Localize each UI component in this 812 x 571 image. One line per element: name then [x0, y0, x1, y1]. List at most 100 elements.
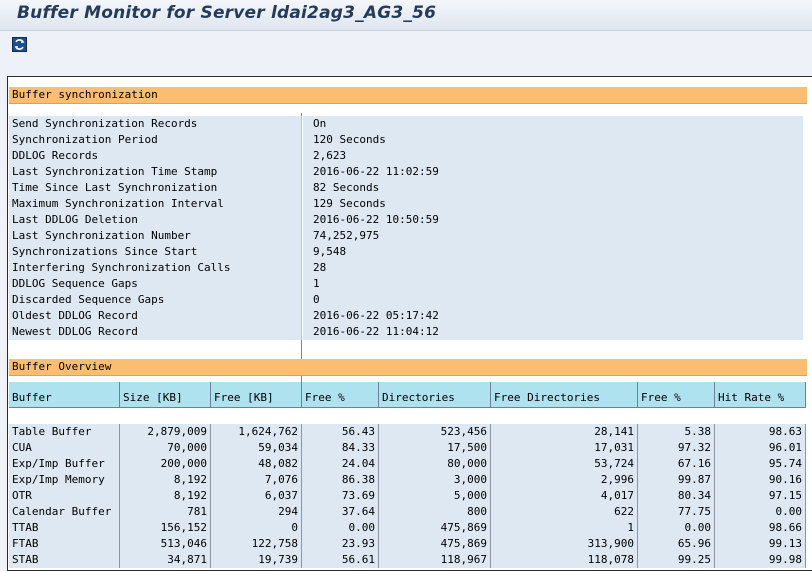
- table-cell: 77.75: [638, 504, 715, 520]
- column-header[interactable]: Free [KB]: [211, 382, 302, 408]
- table-cell: 0: [211, 520, 302, 536]
- table-row[interactable]: CUA 70,000 59,034 84.33 17,500 17,031 97.32 96.…: [9, 440, 806, 456]
- sync-key: Last Synchronization Number: [9, 228, 302, 244]
- table-cell: 53,724: [491, 456, 638, 472]
- sync-key: Synchronization Period: [9, 132, 302, 148]
- table-cell: 80.34: [638, 488, 715, 504]
- sync-row: Last Synchronization Time Stamp 2016-06-2…: [9, 164, 806, 180]
- table-cell: 0.00: [638, 520, 715, 536]
- sync-key: DDLOG Sequence Gaps: [9, 276, 302, 292]
- sync-key: Oldest DDLOG Record: [9, 308, 302, 324]
- table-cell: 97.32: [638, 440, 715, 456]
- table-cell: 97.15: [715, 488, 806, 504]
- table-row[interactable]: Exp/Imp Memory 8,192 7,076 86.38 3,000 2,996 9…: [9, 472, 806, 488]
- sync-value: 2016-06-22 05:17:42: [303, 308, 803, 324]
- table-cell: 118,078: [491, 552, 638, 568]
- table-cell: 59,034: [211, 440, 302, 456]
- table-cell: 118,967: [379, 552, 491, 568]
- sync-value: 28: [303, 260, 803, 276]
- buffer-name-cell: CUA: [9, 440, 120, 456]
- table-cell: 2,879,009: [120, 424, 211, 440]
- column-header[interactable]: Free %: [302, 382, 379, 408]
- table-cell: 17,031: [491, 440, 638, 456]
- sync-value: 120 Seconds: [303, 132, 803, 148]
- table-cell: 622: [491, 504, 638, 520]
- table-cell: 99.25: [638, 552, 715, 568]
- sync-value: 9,548: [303, 244, 803, 260]
- table-cell: 475,869: [379, 520, 491, 536]
- sync-key: Interfering Synchronization Calls: [9, 260, 302, 276]
- table-cell: 65.96: [638, 536, 715, 552]
- table-row[interactable]: FTAB 513,046 122,758 23.93 475,869 313,900 65.…: [9, 536, 806, 552]
- table-cell: 48,082: [211, 456, 302, 472]
- buffer-name-cell: STAB: [9, 552, 120, 568]
- overview-section-header: Buffer Overview: [9, 359, 807, 376]
- sync-row: Oldest DDLOG Record 2016-06-22 05:17:42: [9, 308, 806, 324]
- sync-row: Synchronizations Since Start 9,548: [9, 244, 806, 260]
- column-header[interactable]: Free %: [638, 382, 715, 408]
- sync-value: 1: [303, 276, 803, 292]
- table-cell: 80,000: [379, 456, 491, 472]
- refresh-button[interactable]: [12, 37, 27, 52]
- column-header[interactable]: Hit Rate %: [715, 382, 806, 408]
- table-row[interactable]: Calendar Buffer 781 294 37.64 800 622 77.75 0.0…: [9, 504, 806, 520]
- table-cell: 90.16: [715, 472, 806, 488]
- column-header[interactable]: Directories: [379, 382, 491, 408]
- table-cell: 56.61: [302, 552, 379, 568]
- table-cell: 28,141: [491, 424, 638, 440]
- title-bar: Buffer Monitor for Server ldai2ag3_AG3_5…: [0, 0, 812, 31]
- table-cell: 37.64: [302, 504, 379, 520]
- table-cell: 6,037: [211, 488, 302, 504]
- table-row[interactable]: Exp/Imp Buffer 200,000 48,082 24.04 80,000 53…: [9, 456, 806, 472]
- table-cell: 523,456: [379, 424, 491, 440]
- table-cell: 99.13: [715, 536, 806, 552]
- table-cell: 294: [211, 504, 302, 520]
- sync-key: DDLOG Records: [9, 148, 302, 164]
- table-cell: 17,500: [379, 440, 491, 456]
- sync-key: Last Synchronization Time Stamp: [9, 164, 302, 180]
- column-header[interactable]: Free Directories: [491, 382, 638, 408]
- table-header-row: Buffer Size [KB] Free [KB] Free % Directorie…: [9, 382, 806, 408]
- sync-row: Maximum Synchronization Interval 129 Seco…: [9, 196, 806, 212]
- table-cell: 0.00: [302, 520, 379, 536]
- column-header[interactable]: Buffer: [9, 382, 120, 408]
- buffer-monitor-panel: Buffer synchronization Send Synchronizat…: [7, 76, 812, 571]
- table-cell: 475,869: [379, 536, 491, 552]
- buffer-name-cell: Calendar Buffer: [9, 504, 120, 520]
- column-header[interactable]: Size [KB]: [120, 382, 211, 408]
- table-row[interactable]: Table Buffer 2,879,009 1,624,762 56.43 523,4…: [9, 424, 806, 440]
- table-row[interactable]: TTAB 156,152 0 0.00 475,869 1 0.00 98.66: [9, 520, 806, 536]
- table-cell: 99.87: [638, 472, 715, 488]
- sync-value: 74,252,975: [303, 228, 803, 244]
- buffer-name-cell: TTAB: [9, 520, 120, 536]
- sync-row: DDLOG Sequence Gaps 1: [9, 276, 806, 292]
- sync-key: Last DDLOG Deletion: [9, 212, 302, 228]
- table-cell: 23.93: [302, 536, 379, 552]
- sync-value: 2,623: [303, 148, 803, 164]
- table-cell: 70,000: [120, 440, 211, 456]
- buffer-name-cell: OTR: [9, 488, 120, 504]
- table-cell: 1,624,762: [211, 424, 302, 440]
- sync-key: Synchronizations Since Start: [9, 244, 302, 260]
- sync-value: On: [303, 116, 803, 132]
- table-cell: 86.38: [302, 472, 379, 488]
- sync-row: Newest DDLOG Record 2016-06-22 11:04:12: [9, 324, 806, 340]
- table-cell: 3,000: [379, 472, 491, 488]
- table-cell: 96.01: [715, 440, 806, 456]
- sync-row: Synchronization Period 120 Seconds: [9, 132, 806, 148]
- sync-value: 2016-06-22 11:04:12: [303, 324, 803, 340]
- toolbar: [0, 31, 812, 57]
- sync-row: Send Synchronization Records On: [9, 116, 806, 132]
- table-row[interactable]: OTR 8,192 6,037 73.69 5,000 4,017 80.34 97.15: [9, 488, 806, 504]
- refresh-icon: [12, 37, 27, 52]
- table-cell: 5.38: [638, 424, 715, 440]
- sync-value: 0: [303, 292, 803, 308]
- table-cell: 56.43: [302, 424, 379, 440]
- table-row[interactable]: STAB 34,871 19,739 56.61 118,967 118,078 99.25…: [9, 552, 806, 568]
- table-cell: 0.00: [715, 504, 806, 520]
- table-cell: 73.69: [302, 488, 379, 504]
- table-cell: 513,046: [120, 536, 211, 552]
- buffer-name-cell: FTAB: [9, 536, 120, 552]
- sync-key: Time Since Last Synchronization: [9, 180, 302, 196]
- table-cell: 4,017: [491, 488, 638, 504]
